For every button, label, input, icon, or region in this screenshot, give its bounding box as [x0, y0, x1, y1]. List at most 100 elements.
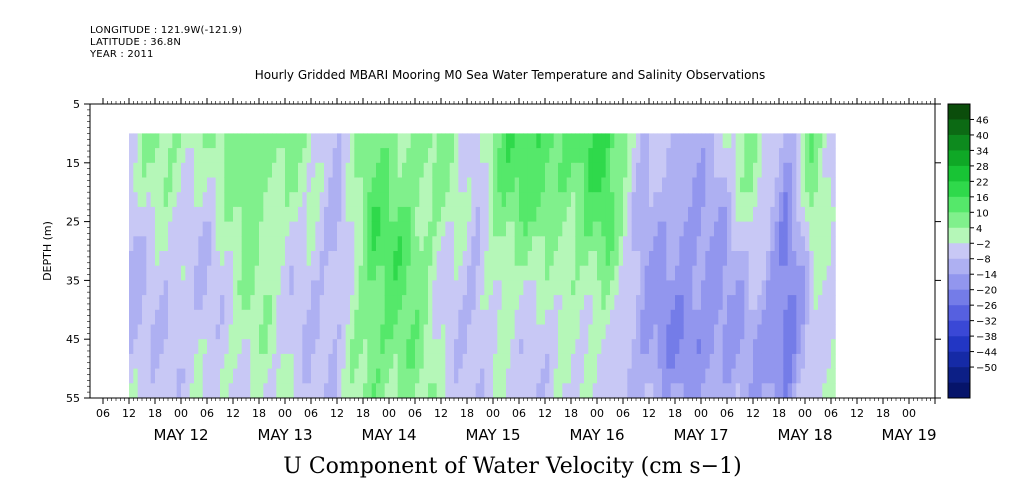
- heatmap-cell: [423, 368, 429, 384]
- heatmap-cell: [207, 221, 212, 237]
- heatmap-cell: [428, 177, 433, 193]
- heatmap-cell: [419, 206, 425, 222]
- heatmap-cell: [653, 324, 659, 340]
- heatmap-cell: [701, 192, 706, 208]
- heatmap-cell: [657, 309, 663, 325]
- heatmap-cell: [454, 265, 459, 281]
- y-tick-label: 45: [66, 333, 80, 346]
- heatmap-cell: [705, 162, 711, 178]
- heatmap-cell: [428, 251, 433, 267]
- heatmap-cell: [649, 295, 654, 311]
- heatmap-cell: [215, 162, 221, 178]
- heatmap-cell: [302, 353, 308, 369]
- heatmap-cell: [584, 280, 589, 296]
- heatmap-cell: [337, 192, 342, 208]
- heatmap-cell: [337, 206, 342, 222]
- heatmap-cell: [666, 295, 672, 311]
- heatmap-cell: [137, 206, 143, 222]
- heatmap-cell: [610, 133, 615, 149]
- heatmap-cell: [696, 148, 702, 164]
- heatmap-cell: [787, 221, 793, 237]
- heatmap-cell: [510, 265, 516, 281]
- plot-title: Hourly Gridded MBARI Mooring M0 Sea Wate…: [254, 68, 766, 82]
- y-tick-label: 5: [73, 98, 80, 111]
- heatmap-cell: [796, 236, 802, 252]
- colorbar-level-label: −20: [976, 286, 997, 297]
- heatmap-cell: [181, 192, 186, 208]
- heatmap-cell: [822, 309, 828, 325]
- heatmap-cell: [276, 309, 282, 325]
- heatmap-cell: [142, 192, 147, 208]
- heatmap-cell: [558, 265, 563, 281]
- heatmap-cell: [800, 265, 806, 281]
- heatmap-cell: [627, 192, 633, 208]
- heatmap-cell: [458, 206, 464, 222]
- heatmap-cell: [263, 148, 269, 164]
- heatmap-cell: [610, 265, 615, 281]
- heatmap-cell: [753, 383, 758, 398]
- heatmap-cell: [774, 251, 780, 267]
- heatmap-cell: [285, 206, 290, 222]
- heatmap-cell: [280, 353, 286, 369]
- x-day-label: MAY 19: [881, 426, 936, 444]
- heatmap-cell: [475, 148, 481, 164]
- heatmap-cell: [341, 133, 347, 149]
- heatmap-cell: [233, 236, 238, 252]
- heatmap-cell: [389, 280, 394, 296]
- heatmap-cell: [510, 221, 516, 237]
- x-hour-label: 06: [304, 407, 318, 420]
- heatmap-cell: [761, 368, 767, 384]
- heatmap-cell: [701, 206, 706, 222]
- heatmap-cell: [770, 148, 776, 164]
- heatmap-cell: [740, 206, 745, 222]
- heatmap-cell: [488, 383, 494, 398]
- heatmap-cell: [549, 368, 555, 384]
- heatmap-cell: [662, 133, 667, 149]
- heatmap-cell: [649, 148, 654, 164]
- heatmap-cell: [740, 383, 745, 398]
- heatmap-cell: [484, 192, 490, 208]
- heatmap-cell: [493, 133, 498, 149]
- heatmap-cell: [614, 133, 620, 149]
- heatmap-cell: [501, 192, 507, 208]
- heatmap-cell: [649, 133, 654, 149]
- heatmap-cell: [285, 236, 290, 252]
- heatmap-cell: [254, 221, 260, 237]
- heatmap-cell: [298, 280, 303, 296]
- heatmap-cell: [532, 206, 537, 222]
- heatmap-cell: [415, 192, 420, 208]
- heatmap-cell: [584, 353, 589, 369]
- heatmap-cell: [328, 295, 334, 311]
- heatmap-cell: [441, 206, 446, 222]
- heatmap-cell: [146, 383, 152, 398]
- heatmap-cell: [549, 251, 555, 267]
- heatmap-cell: [506, 192, 511, 208]
- heatmap-cell: [549, 192, 555, 208]
- heatmap-cell: [176, 236, 182, 252]
- heatmap-cell: [644, 221, 650, 237]
- heatmap-cell: [705, 368, 711, 384]
- heatmap-cell: [779, 251, 784, 267]
- heatmap-cell: [406, 339, 412, 355]
- heatmap-cell: [133, 383, 139, 398]
- heatmap-cell: [198, 192, 204, 208]
- heatmap-cell: [588, 339, 594, 355]
- heatmap-cell: [155, 251, 160, 267]
- x-day-label: MAY 13: [257, 426, 312, 444]
- heatmap-cell: [211, 295, 217, 311]
- heatmap-cell: [406, 324, 412, 340]
- heatmap-cell: [285, 309, 290, 325]
- heatmap-cell: [805, 206, 810, 222]
- heatmap-cell: [454, 368, 459, 384]
- heatmap-cell: [545, 192, 550, 208]
- heatmap-cell: [345, 177, 351, 193]
- heatmap-cell: [233, 280, 238, 296]
- heatmap-cell: [627, 339, 633, 355]
- heatmap-cell: [163, 368, 169, 384]
- heatmap-cell: [471, 236, 477, 252]
- heatmap-cell: [740, 251, 745, 267]
- heatmap-cell: [436, 206, 442, 222]
- heatmap-cell: [263, 339, 269, 355]
- heatmap-cell: [354, 324, 360, 340]
- heatmap-cell: [432, 265, 438, 281]
